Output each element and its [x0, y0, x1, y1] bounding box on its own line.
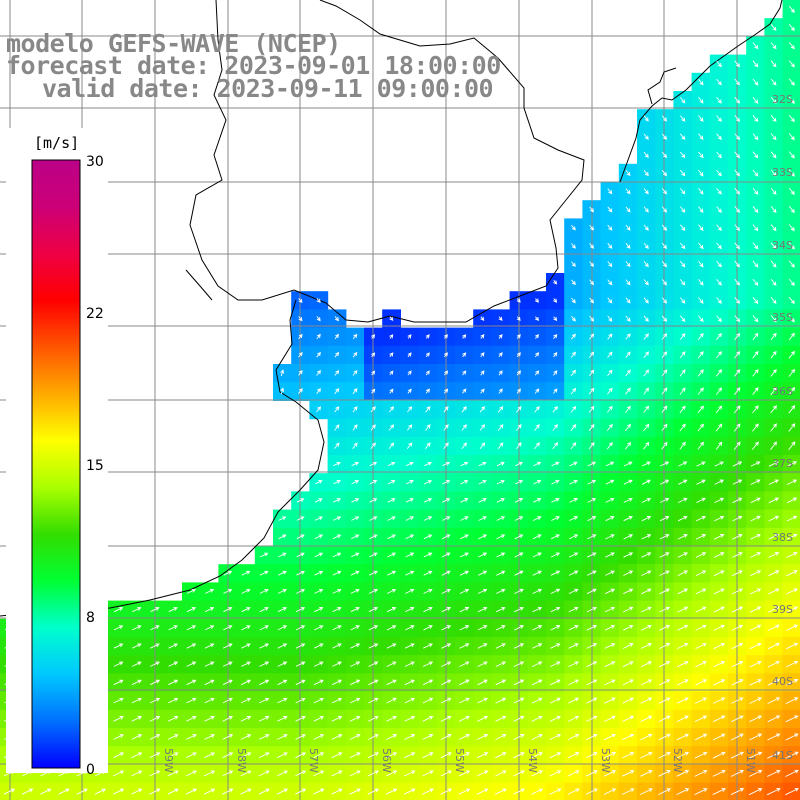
lat-label: 37S: [772, 457, 793, 470]
colorbar-tick-22: 22: [86, 306, 104, 322]
colorbar-unit: [m/s]: [34, 134, 79, 152]
lat-label: 40S: [772, 675, 793, 688]
forecast-date: forecast date: 2023-09-01 18:00:00: [6, 51, 501, 80]
lon-label: 57W: [307, 748, 320, 773]
lat-label: 36S: [772, 385, 793, 398]
lon-label: 52W: [671, 748, 684, 773]
lon-label: 54W: [526, 748, 539, 773]
lon-label: 58W: [235, 748, 248, 773]
lat-label: 35S: [772, 311, 793, 324]
lon-label: 51W: [744, 748, 757, 773]
model-title: modelo GEFS-WAVE (NCEP): [6, 29, 341, 58]
lon-label: 56W: [380, 748, 393, 773]
lon-label: 53W: [599, 748, 612, 773]
lat-label: 32S: [772, 93, 793, 106]
coastline: [0, 0, 783, 617]
wind-arrows: [3, 5, 799, 796]
colorbar: [m/s] 30 22 15 8 0: [6, 128, 108, 778]
lat-label: 34S: [772, 239, 793, 252]
colorbar-tick-0: 0: [86, 762, 95, 778]
lat-label: 38S: [772, 531, 793, 544]
lat-label: 39S: [772, 603, 793, 616]
lon-label: 59W: [162, 748, 175, 773]
colorbar-tick-8: 8: [86, 610, 95, 626]
longitude-labels: 60W59W58W57W56W55W54W53W52W51W: [89, 748, 757, 773]
lat-label: 33S: [772, 166, 793, 179]
lon-label: 55W: [453, 748, 466, 773]
lat-label: 41S: [772, 749, 793, 762]
colorbar-gradient: [31, 159, 81, 769]
valid-date: valid date: 2023-09-11 09:00:00: [42, 74, 494, 103]
colorbar-tick-30: 30: [86, 154, 104, 170]
colorbar-tick-15: 15: [86, 458, 104, 474]
latitude-labels: 32S 33S 34S 35S 36S 37S 38S 39S 40S 41S: [772, 93, 793, 762]
